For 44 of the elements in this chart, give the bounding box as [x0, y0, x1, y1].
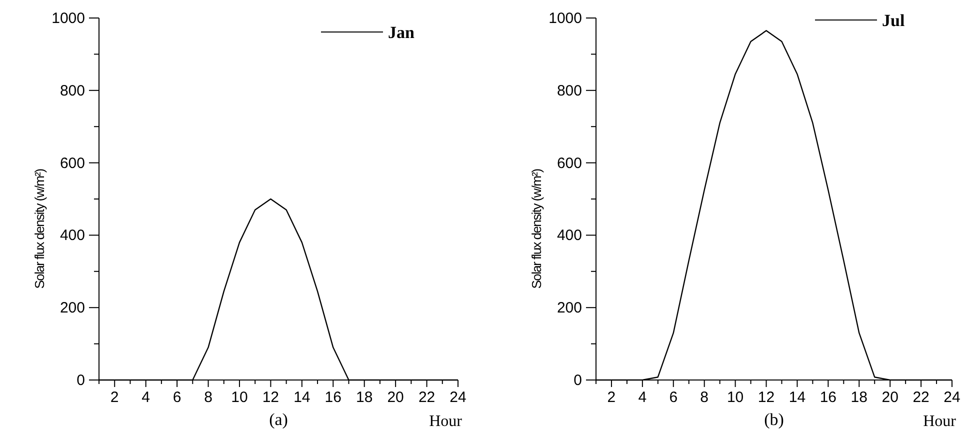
- x-tick-label: 18: [850, 389, 868, 406]
- x-tick-label: 6: [172, 389, 182, 406]
- y-tick-label: 1000: [52, 10, 85, 27]
- y-tick-label: 600: [556, 154, 582, 172]
- y-axis-title: Solar flux density (w/m²): [529, 168, 544, 289]
- x-tick-label: 22: [418, 389, 436, 406]
- y-tick-label: 0: [574, 372, 582, 389]
- x-axis-title: Hour: [429, 413, 463, 430]
- y-tick-label: 200: [556, 300, 582, 317]
- x-tick-label: 12: [262, 389, 280, 406]
- x-axis-title: Hour: [923, 413, 957, 430]
- x-tick-label: 12: [758, 389, 775, 406]
- x-tick-label: 2: [110, 389, 119, 406]
- x-tick-label: 6: [669, 389, 678, 406]
- x-tick-label: 4: [142, 389, 150, 406]
- text: (b): [764, 410, 784, 429]
- x-tick-label: 22: [912, 389, 930, 406]
- legend-label: Jul: [882, 11, 905, 30]
- x-tick-label: 16: [324, 389, 342, 406]
- y-tick-label: 400: [60, 227, 85, 244]
- y-tick-label: 600: [60, 154, 85, 172]
- x-tick-label: 8: [204, 389, 212, 406]
- x-tick-label: 20: [882, 389, 898, 406]
- x-tick-label: 14: [788, 389, 806, 406]
- legend-label: Jan: [388, 23, 415, 42]
- x-tick-label: 18: [356, 389, 373, 406]
- x-tick-label: 4: [638, 389, 647, 406]
- x-tick-label: 24: [450, 389, 466, 406]
- y-tick-label: 800: [556, 82, 582, 100]
- y-tick-label: 400: [556, 227, 582, 244]
- y-axis-title: Solar flux density (w/m²): [32, 168, 47, 289]
- y-tick-label: 1000: [548, 10, 582, 27]
- y-tick-label: 0: [76, 372, 85, 389]
- x-tick-label: 24: [944, 389, 960, 406]
- x-tick-label: 20: [387, 389, 404, 406]
- x-tick-label: 14: [294, 389, 310, 406]
- x-tick-label: 16: [820, 389, 837, 406]
- x-tick-label: 2: [607, 389, 616, 406]
- y-tick-label: 200: [60, 300, 85, 317]
- text: (a): [269, 410, 288, 429]
- y-tick-label: 800: [60, 82, 85, 100]
- x-tick-label: 10: [231, 389, 248, 406]
- x-tick-label: 8: [700, 389, 709, 406]
- x-tick-label: 10: [726, 389, 744, 406]
